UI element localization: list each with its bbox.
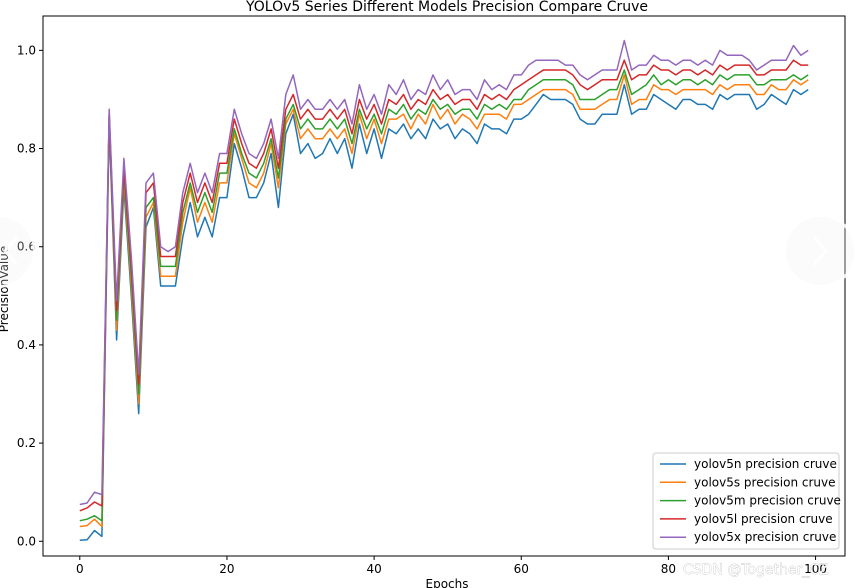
legend-label: yolov5l precision cruve: [694, 512, 833, 526]
legend: yolov5n precision cruve yolov5s precision…: [652, 452, 841, 550]
y-axis-label: PrecisionValue: [0, 246, 11, 333]
legend-label: yolov5m precision cruve: [694, 494, 841, 508]
series-line-1: [79, 83, 809, 542]
y-tick-label: 0.2: [17, 436, 36, 450]
x-tick-label: 40: [366, 562, 381, 576]
x-tick-label: 60: [514, 562, 529, 576]
carousel-prev-button[interactable]: [0, 214, 36, 288]
legend-label: yolov5s precision cruve: [694, 475, 836, 489]
series-line-3: [79, 69, 809, 522]
chevron-right-icon: [812, 236, 828, 266]
y-tick-label: 0.4: [17, 338, 36, 352]
x-tick-label: 0: [76, 562, 84, 576]
axes-frame: [42, 15, 846, 557]
chevron-left-icon: [3, 236, 19, 266]
series-line-4: [79, 59, 809, 512]
legend-label: yolov5n precision cruve: [694, 457, 837, 471]
y-tick-label: 1.0: [17, 43, 36, 57]
plot-area: [42, 15, 846, 557]
y-tick-label: 0.0: [17, 534, 36, 548]
x-axis-label: Epochs: [426, 577, 469, 588]
x-tick-label: 100: [804, 562, 827, 576]
y-tick-label: 0.8: [17, 142, 36, 156]
chart-title: YOLOv5 Series Different Models Precision…: [245, 0, 648, 15]
watermark: CSDN @Together_CZ: [683, 562, 829, 578]
series-line-5: [79, 39, 809, 506]
legend-label: yolov5x precision cruve: [694, 530, 836, 544]
x-tick-label: 80: [661, 562, 676, 576]
series-line-2: [79, 74, 809, 528]
carousel-next-button[interactable]: [783, 214, 855, 288]
legend-box: [652, 452, 840, 550]
x-tick-label: 20: [219, 562, 234, 576]
